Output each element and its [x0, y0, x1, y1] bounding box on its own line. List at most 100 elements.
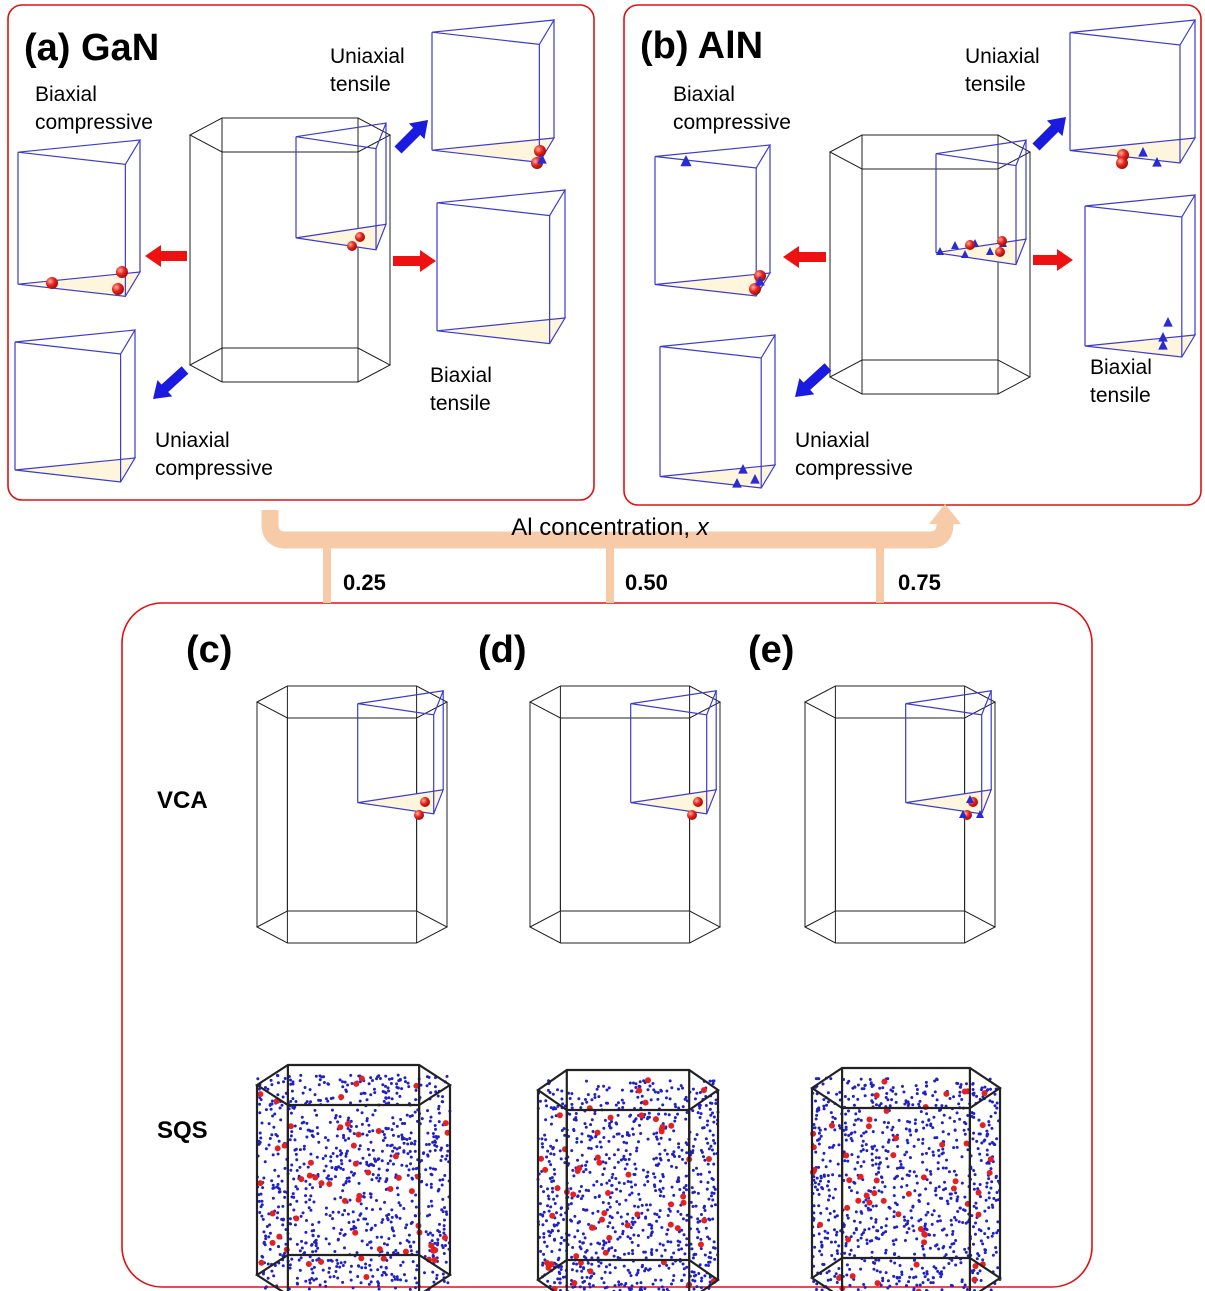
atom	[642, 1229, 645, 1232]
atom	[590, 1256, 593, 1259]
atom	[859, 1221, 862, 1224]
atom	[546, 1245, 549, 1248]
atom	[616, 1238, 619, 1241]
atom	[349, 1074, 352, 1077]
atom	[668, 1138, 671, 1141]
atom	[384, 1085, 387, 1088]
atom	[654, 1279, 657, 1282]
atom	[585, 1126, 588, 1129]
atom	[607, 1140, 610, 1143]
atom	[940, 1152, 943, 1155]
atom	[823, 1107, 826, 1110]
atom	[603, 1250, 609, 1256]
atom	[614, 1177, 617, 1180]
atom	[703, 1159, 706, 1162]
atom	[885, 1096, 888, 1099]
atom	[706, 1188, 709, 1191]
atom	[671, 1262, 674, 1265]
atom	[685, 1096, 688, 1099]
atom	[861, 1144, 864, 1147]
atom	[657, 1113, 660, 1116]
atom	[909, 1156, 912, 1159]
atom	[881, 1198, 887, 1204]
atom	[335, 1259, 338, 1262]
atom	[630, 1186, 633, 1189]
atom	[312, 1174, 318, 1180]
atom	[359, 1076, 365, 1082]
atom	[956, 1146, 959, 1149]
atom	[541, 1262, 544, 1265]
atom	[311, 1223, 314, 1226]
atom	[643, 1100, 649, 1106]
atom	[819, 1180, 822, 1183]
atom	[317, 1221, 320, 1224]
atom	[581, 1276, 584, 1279]
atom	[595, 1145, 598, 1148]
atom	[334, 1270, 337, 1273]
atom	[622, 1157, 625, 1160]
atom	[549, 1205, 552, 1208]
atom	[629, 1153, 632, 1156]
atom	[571, 1280, 577, 1286]
atom	[856, 1239, 859, 1242]
atom	[821, 1159, 824, 1162]
atom	[893, 1135, 899, 1141]
atom	[443, 1120, 449, 1126]
atom	[987, 1170, 993, 1176]
atom	[306, 1100, 309, 1103]
atom	[647, 1138, 650, 1141]
atom	[894, 1093, 897, 1096]
atom	[308, 1160, 314, 1166]
atom	[814, 1151, 817, 1154]
atom	[875, 1103, 878, 1106]
atom	[706, 1119, 709, 1122]
atom	[386, 1169, 389, 1172]
atom	[349, 1130, 352, 1133]
atom	[885, 1092, 888, 1095]
atom	[980, 1088, 983, 1091]
atom	[971, 1083, 974, 1086]
atom	[994, 1246, 997, 1249]
atom	[908, 1128, 911, 1131]
defect-sphere	[995, 247, 1005, 257]
atom	[407, 1174, 410, 1177]
atom	[357, 1218, 360, 1221]
atom	[705, 1227, 708, 1230]
conc-label: 0.75	[898, 570, 941, 595]
atom	[541, 1223, 544, 1226]
atom	[822, 1082, 825, 1085]
atom	[704, 1264, 707, 1267]
atom	[844, 1121, 847, 1124]
atom	[913, 1287, 916, 1290]
atom	[846, 1081, 849, 1084]
atom	[659, 1194, 662, 1197]
prism-floor	[936, 239, 1026, 265]
atom	[845, 1273, 848, 1276]
atom	[430, 1183, 433, 1186]
atom	[869, 1208, 872, 1211]
atom	[575, 1263, 578, 1266]
atom	[377, 1246, 383, 1252]
atom	[600, 1277, 603, 1280]
atom	[380, 1266, 383, 1269]
atom	[866, 1242, 869, 1245]
atom	[709, 1251, 712, 1254]
atom	[847, 1110, 850, 1113]
atom	[318, 1259, 324, 1265]
atom	[551, 1187, 554, 1190]
atom	[662, 1187, 665, 1190]
atom	[584, 1122, 587, 1125]
atom	[352, 1225, 355, 1228]
atom	[995, 1231, 998, 1234]
atom	[628, 1271, 631, 1274]
atom	[259, 1131, 262, 1134]
atom	[411, 1114, 414, 1117]
atom	[390, 1082, 393, 1085]
atom	[828, 1194, 831, 1197]
atom	[328, 1267, 331, 1270]
atom	[972, 1093, 975, 1096]
atom	[939, 1142, 945, 1148]
atom	[608, 1263, 611, 1266]
atom	[559, 1278, 562, 1281]
atom	[980, 1141, 983, 1144]
